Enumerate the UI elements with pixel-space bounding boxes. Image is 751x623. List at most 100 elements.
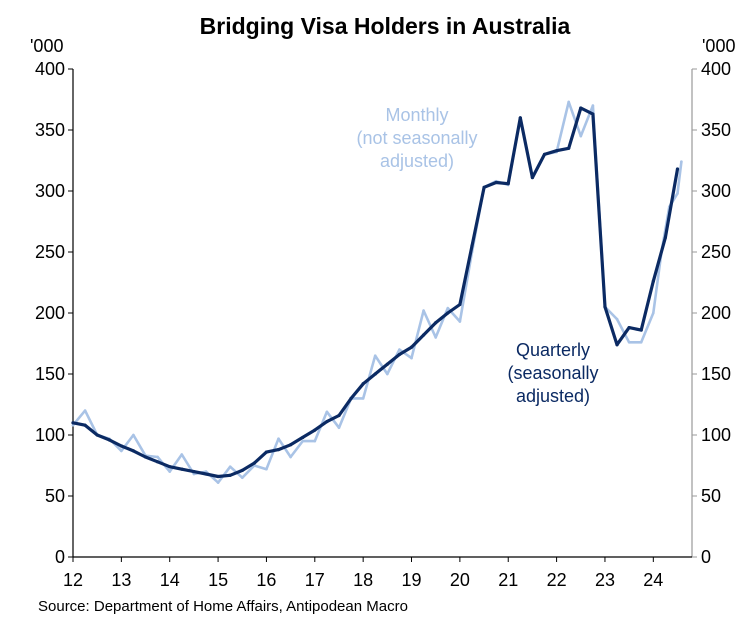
series-layer — [71, 100, 683, 484]
y-tick-label-right: 0 — [701, 547, 711, 567]
data-point-monthly — [337, 426, 341, 429]
data-point-quarterly — [216, 474, 220, 479]
data-point-quarterly — [95, 433, 99, 437]
data-point-quarterly — [337, 413, 341, 418]
x-tick-label: 22 — [547, 570, 567, 590]
series-label-monthly: (not seasonally — [356, 128, 477, 148]
data-point-quarterly — [615, 343, 619, 347]
series-label-monthly: Monthly — [385, 105, 448, 125]
y-tick-label-left: 50 — [45, 486, 65, 506]
data-point-quarterly — [603, 305, 607, 309]
data-point-monthly — [71, 423, 75, 427]
data-point-quarterly — [71, 421, 75, 425]
data-point-quarterly — [530, 175, 535, 180]
y-tick-label-left: 200 — [35, 303, 65, 323]
data-point-quarterly — [446, 311, 450, 315]
y-tick-label-right: 50 — [701, 486, 721, 506]
right-axis-unit: '000 — [702, 36, 735, 56]
data-point-quarterly — [385, 362, 389, 366]
data-point-quarterly — [639, 328, 643, 332]
data-point-quarterly — [506, 182, 510, 186]
data-point-monthly — [398, 348, 401, 351]
data-point-quarterly — [554, 149, 559, 153]
data-point-quarterly — [119, 444, 123, 448]
data-point-monthly — [680, 160, 683, 164]
data-point-quarterly — [107, 438, 111, 442]
data-point-monthly — [240, 476, 244, 480]
data-point-quarterly — [240, 468, 244, 472]
data-point-monthly — [265, 467, 268, 471]
data-point-monthly — [120, 449, 123, 453]
data-point-quarterly — [422, 333, 426, 337]
data-point-quarterly — [361, 382, 365, 386]
data-point-quarterly — [482, 185, 486, 189]
y-tick-label-right: 350 — [701, 120, 731, 140]
data-point-quarterly — [349, 396, 353, 400]
data-point-quarterly — [168, 465, 172, 469]
data-point-quarterly — [651, 279, 655, 283]
y-tick-label-left: 250 — [35, 242, 65, 262]
series-label-quarterly: adjusted) — [516, 386, 590, 406]
data-point-quarterly — [542, 152, 547, 156]
data-point-monthly — [434, 336, 437, 339]
data-point-monthly — [579, 134, 583, 138]
y-tick-label-right: 200 — [701, 303, 731, 323]
series-label-quarterly: Quarterly — [516, 340, 590, 360]
x-tick-label: 17 — [305, 570, 325, 590]
x-tick-label: 13 — [111, 570, 131, 590]
data-point-quarterly — [289, 443, 293, 447]
y-tick-label-left: 300 — [35, 181, 65, 201]
data-point-quarterly — [276, 448, 281, 452]
x-tick-label: 15 — [208, 570, 228, 590]
data-point-monthly — [627, 340, 631, 344]
data-point-quarterly — [397, 352, 402, 357]
data-point-quarterly — [591, 112, 595, 116]
data-point-monthly — [458, 320, 462, 323]
data-point-monthly — [192, 472, 196, 476]
data-point-monthly — [277, 437, 280, 440]
data-point-quarterly — [494, 180, 498, 185]
data-point-monthly — [180, 453, 184, 456]
data-point-quarterly — [313, 428, 317, 432]
data-point-monthly — [289, 455, 292, 459]
x-tick-label: 21 — [498, 570, 518, 590]
data-point-monthly — [361, 397, 365, 400]
data-point-monthly — [325, 410, 329, 414]
data-point-quarterly — [373, 372, 377, 376]
x-tick-label: 24 — [643, 570, 663, 590]
series-label-quarterly: (seasonally — [507, 363, 598, 383]
series-line-quarterly — [71, 106, 680, 479]
left-y-axis: 0 50 100 150 200 250 300 350 400 — [35, 59, 73, 567]
data-point-quarterly — [156, 460, 160, 464]
x-tick-label: 23 — [595, 570, 615, 590]
left-axis-unit: '000 — [30, 36, 63, 56]
y-tick-label-left: 100 — [35, 425, 65, 445]
data-point-monthly — [639, 340, 643, 344]
data-point-quarterly — [458, 302, 462, 307]
data-point-monthly — [83, 409, 87, 412]
data-point-quarterly — [434, 321, 438, 325]
x-tick-label: 12 — [63, 570, 83, 590]
data-point-quarterly — [143, 455, 148, 459]
series-label-monthly: adjusted) — [380, 151, 454, 171]
data-point-monthly — [132, 433, 135, 437]
data-point-quarterly — [409, 345, 414, 349]
data-point-quarterly — [567, 146, 571, 150]
y-tick-label-right: 150 — [701, 364, 731, 384]
x-tick-label: 20 — [450, 570, 470, 590]
data-point-quarterly — [252, 461, 256, 465]
data-point-quarterly — [228, 473, 232, 477]
data-point-monthly — [156, 455, 159, 459]
data-point-monthly — [615, 317, 619, 321]
right-y-axis: 0 50 100 150 200 250 300 350 400 — [692, 59, 731, 567]
data-point-quarterly — [131, 449, 136, 453]
data-point-monthly — [591, 104, 595, 107]
y-tick-label-right: 100 — [701, 425, 731, 445]
source-note: Source: Department of Home Affairs, Anti… — [38, 598, 408, 615]
y-tick-label-right: 300 — [701, 181, 731, 201]
x-tick-label: 14 — [160, 570, 180, 590]
data-point-monthly — [446, 306, 450, 310]
x-axis: 12 13 14 15 16 17 18 19 20 21 22 23 24 — [63, 557, 663, 590]
data-point-monthly — [228, 465, 232, 469]
